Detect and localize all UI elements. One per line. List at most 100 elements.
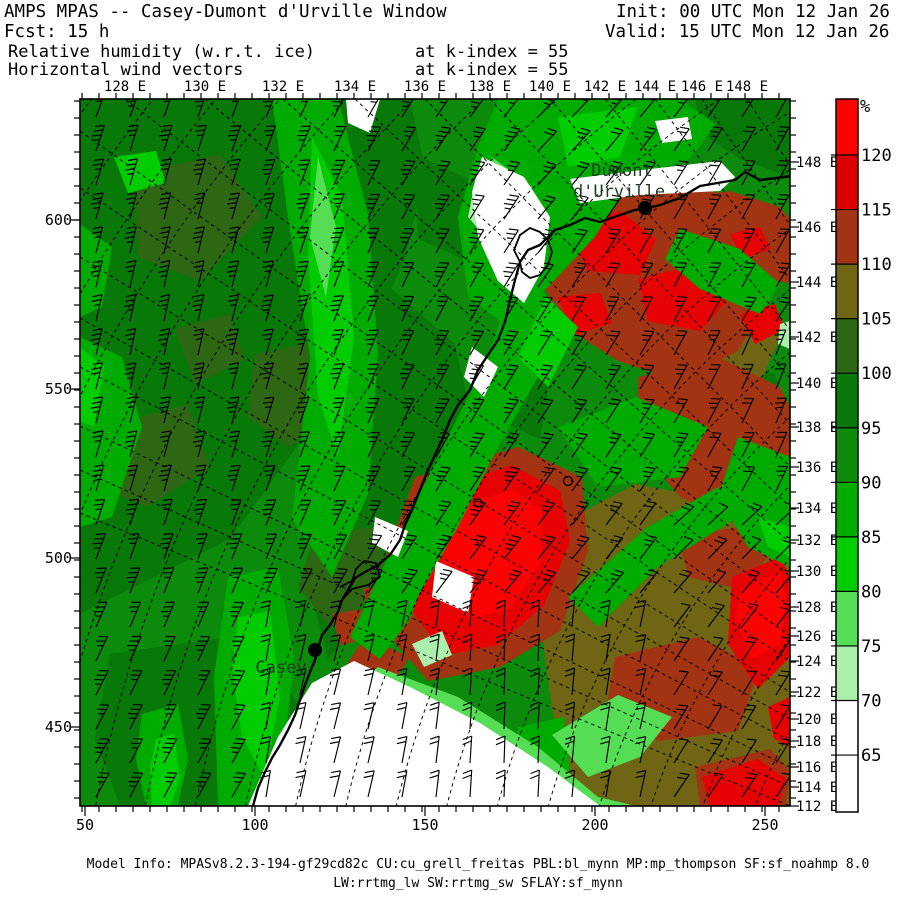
wind-barb xyxy=(639,534,657,560)
wind-barb xyxy=(197,738,212,764)
station-label-casey: Casey xyxy=(255,658,306,678)
wind-barb xyxy=(707,99,722,118)
wind-barb xyxy=(775,262,790,288)
colorbar-segment xyxy=(836,373,858,428)
wind-barb xyxy=(564,701,576,730)
wind-barb xyxy=(600,769,611,798)
wind-barb xyxy=(469,432,485,458)
wind-barb xyxy=(159,294,171,322)
wind-barb xyxy=(635,736,647,764)
wind-barb xyxy=(127,124,139,152)
wind-barb xyxy=(260,735,271,764)
right-axis-label: 126 E xyxy=(796,629,838,645)
wind-barb xyxy=(401,329,415,356)
wind-barb xyxy=(93,601,108,628)
wind-barb xyxy=(160,430,172,458)
wind-barb xyxy=(462,633,473,662)
wind-barb xyxy=(228,124,242,152)
top-axis-label: 140 E xyxy=(529,79,571,95)
wind-barb xyxy=(639,330,655,356)
bottom-axis-label: 250 xyxy=(751,816,778,834)
wind-barb xyxy=(529,735,540,764)
wind-barb xyxy=(399,364,415,390)
wind-barb xyxy=(462,599,473,628)
wind-barb xyxy=(741,466,756,492)
colorbar-border xyxy=(835,98,859,813)
right-axis-label: 112 E xyxy=(796,799,838,815)
wind-barb xyxy=(367,500,382,526)
wind-barb xyxy=(469,160,486,186)
right-axis-label: 142 E xyxy=(796,330,838,346)
wind-barb xyxy=(429,769,440,798)
wind-barb xyxy=(192,294,205,322)
wind-barb xyxy=(503,535,522,560)
wind-barb xyxy=(707,502,729,526)
wind-barb xyxy=(367,227,380,254)
wind-barb xyxy=(673,364,688,390)
wind-barb xyxy=(396,769,408,798)
wind-barb xyxy=(332,329,344,356)
wind-barb xyxy=(435,99,450,118)
wind-barb xyxy=(635,702,647,730)
wind-barb xyxy=(193,260,205,288)
wind-barb xyxy=(605,228,621,254)
wind-barb xyxy=(469,228,485,254)
right-axis-label: 128 E xyxy=(796,600,838,616)
wind-barb xyxy=(296,193,310,220)
wind-barb xyxy=(774,397,787,424)
wind-barb xyxy=(227,192,240,220)
wind-barb xyxy=(741,670,757,696)
wind-barb xyxy=(707,330,721,356)
wind-barb xyxy=(363,634,375,662)
wind-barb xyxy=(400,432,416,458)
wind-barb xyxy=(775,228,790,254)
wind-barb xyxy=(529,633,540,662)
wind-barb xyxy=(95,635,109,662)
wind-barb xyxy=(196,772,212,798)
wind-barb xyxy=(741,636,758,662)
wind-barb xyxy=(571,535,590,560)
wind-barb xyxy=(673,262,688,288)
wind-barb xyxy=(673,99,689,118)
wind-barb xyxy=(605,500,623,526)
wind-barb xyxy=(194,99,206,118)
wind-barb xyxy=(469,466,486,492)
wind-barb xyxy=(673,569,693,594)
station-label-dumont-line2: d'Urville xyxy=(573,182,665,202)
wind-barb xyxy=(332,99,344,118)
wind-barb xyxy=(639,296,654,322)
rh-patch-g80 xyxy=(558,107,638,167)
wind-barb xyxy=(94,670,109,696)
wind-barb xyxy=(231,704,246,730)
wind-barb xyxy=(298,159,311,186)
wind-barb xyxy=(260,599,271,628)
colorbar-tick-label: 115 xyxy=(861,201,892,221)
wind-barb xyxy=(91,192,104,220)
wind-barb xyxy=(299,99,309,118)
wind-barb xyxy=(159,362,171,390)
wind-barb xyxy=(331,431,345,458)
wind-barb xyxy=(537,398,554,424)
wind-barb xyxy=(125,498,139,526)
rh-patch-g95 xyxy=(695,99,790,177)
wind-barb xyxy=(90,328,103,356)
right-axis-label: 144 E xyxy=(796,275,838,291)
wind-barb xyxy=(673,704,689,730)
colorbar-tick-label: 100 xyxy=(861,364,892,384)
wind-barb xyxy=(707,194,722,220)
wind-barb xyxy=(262,99,275,118)
wind-barb xyxy=(332,397,345,424)
wind-barb xyxy=(329,736,342,764)
wind-barb xyxy=(158,396,171,424)
wind-barb xyxy=(197,601,210,628)
wind-barb xyxy=(262,158,276,186)
wind-barb xyxy=(571,161,590,186)
wind-barb xyxy=(605,262,620,288)
colorbar-tick-label: 105 xyxy=(861,310,892,330)
wind-barb xyxy=(95,704,110,730)
wind-barb xyxy=(129,601,142,628)
wind-barb xyxy=(401,99,415,118)
top-axis-label: 148 E xyxy=(726,79,768,95)
wind-barb xyxy=(366,295,379,322)
wind-barb xyxy=(495,667,506,696)
